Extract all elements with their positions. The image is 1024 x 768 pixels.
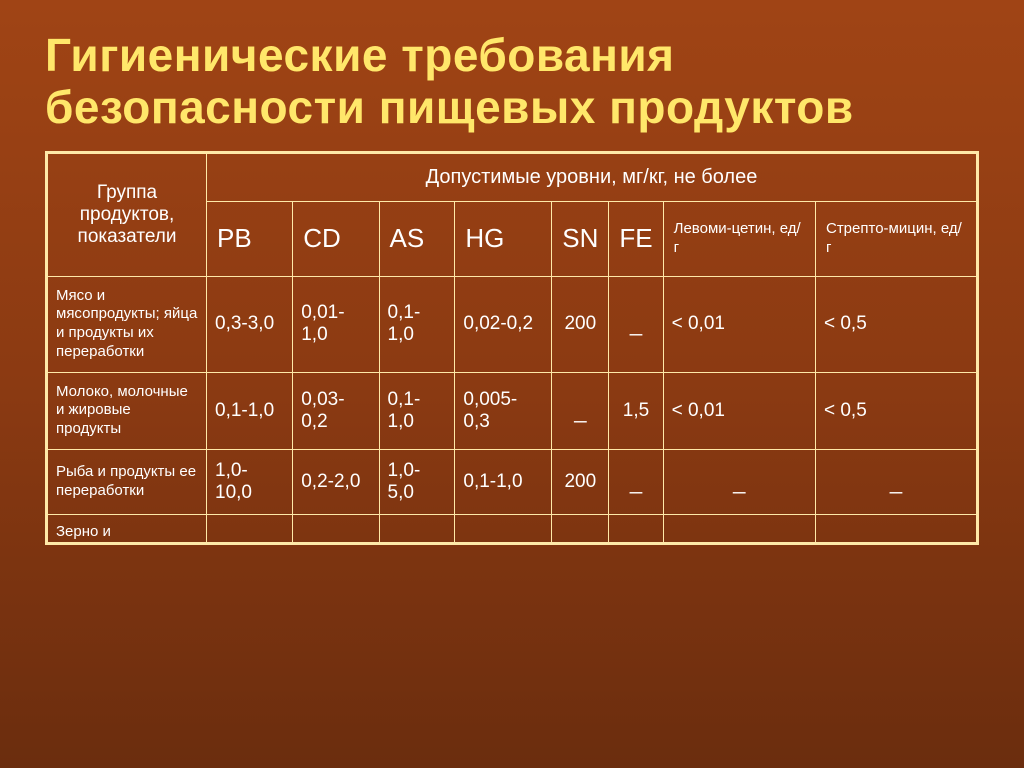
row-label: Мясо и мясопродукты; яйца и продукты их … [47, 276, 207, 372]
table-row: Рыба и продукты ее переработки 1,0-10,0 … [47, 449, 978, 514]
cell-val: 0,02-0,2 [455, 276, 552, 372]
table-row: Мясо и мясопродукты; яйца и продукты их … [47, 276, 978, 372]
cell-val: < 0,01 [663, 276, 815, 372]
group-col-header: Группа продуктов, показатели [47, 153, 207, 277]
cell-val: _ [609, 276, 663, 372]
cell-val: < 0,5 [815, 276, 977, 372]
cell-val: 0,03-0,2 [293, 372, 379, 449]
table-row: Молоко, молочные и жировые продукты 0,1-… [47, 372, 978, 449]
cell-val: 0,3-3,0 [207, 276, 293, 372]
cell-val: 0,1-1,0 [379, 372, 455, 449]
cell-val: _ [609, 449, 663, 514]
col-strep: Стрепто-мицин, ед/г [815, 202, 977, 277]
food-safety-table: Группа продуктов, показатели Допустимые … [45, 151, 979, 545]
table-row-partial: Зерно и [47, 514, 978, 543]
cell-val: _ [815, 449, 977, 514]
cell-val: 0,1-1,0 [455, 449, 552, 514]
cell-val: < 0,01 [663, 372, 815, 449]
cell-val: 0,01-1,0 [293, 276, 379, 372]
cell-val: < 0,5 [815, 372, 977, 449]
cell-val: 1,0-5,0 [379, 449, 455, 514]
cell-val: _ [552, 372, 609, 449]
cell-val: 200 [552, 449, 609, 514]
super-header: Допустимые уровни, мг/кг, не более [207, 153, 978, 202]
slide-title: Гигиенические требования безопасности пи… [45, 30, 979, 133]
cell-val: 0,1-1,0 [207, 372, 293, 449]
cell-val: 0,005-0,3 [455, 372, 552, 449]
col-cd: CD [293, 202, 379, 277]
col-pb: PB [207, 202, 293, 277]
row-label: Рыба и продукты ее переработки [47, 449, 207, 514]
cell-val: _ [663, 449, 815, 514]
row-label: Зерно и [47, 514, 207, 543]
col-sn: SN [552, 202, 609, 277]
cell-val: 1,5 [609, 372, 663, 449]
cell-val: 0,1-1,0 [379, 276, 455, 372]
row-label: Молоко, молочные и жировые продукты [47, 372, 207, 449]
cell-val: 0,2-2,0 [293, 449, 379, 514]
col-fe: FE [609, 202, 663, 277]
col-as: AS [379, 202, 455, 277]
col-hg: HG [455, 202, 552, 277]
col-levo: Левоми-цетин, ед/г [663, 202, 815, 277]
cell-val: 1,0-10,0 [207, 449, 293, 514]
cell-val: 200 [552, 276, 609, 372]
